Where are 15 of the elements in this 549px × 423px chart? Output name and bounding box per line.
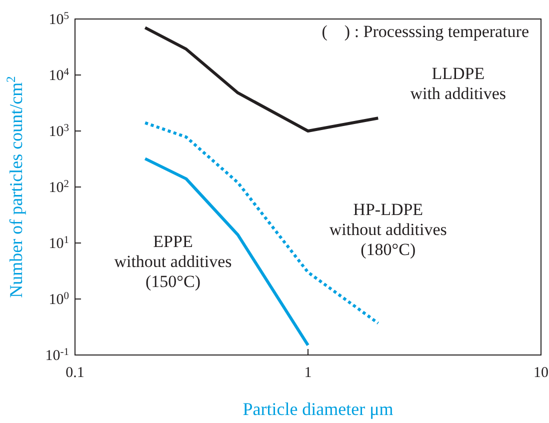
y-tick-label: 10$^{-1}$ xyxy=(45,346,69,364)
x-tick-label: 0.1 xyxy=(66,365,84,381)
y-tick-label: 10$^{0}$ xyxy=(48,290,69,308)
x-tick-label: 10 xyxy=(534,365,548,381)
y-tick-label: 10$^{5}$ xyxy=(48,10,69,28)
annotation: ( ) : Processsing temperature xyxy=(322,22,529,41)
y-tick-label: 10$^{4}$ xyxy=(48,66,70,84)
x-tick-label: 1 xyxy=(304,365,312,381)
y-tick-label: 10$^{1}$ xyxy=(48,234,69,252)
text: LLDPE with additives xyxy=(410,64,506,104)
series-label: HP-LDPE without additives (180°C) xyxy=(329,200,447,260)
y-tick-label: 10$^{3}$ xyxy=(48,122,69,140)
x-axis-title: Particle diameter μm xyxy=(242,399,394,419)
series-label: EPPE without additives (150°C) xyxy=(114,232,232,292)
y-tick-label: 10$^{2}$ xyxy=(48,178,69,196)
